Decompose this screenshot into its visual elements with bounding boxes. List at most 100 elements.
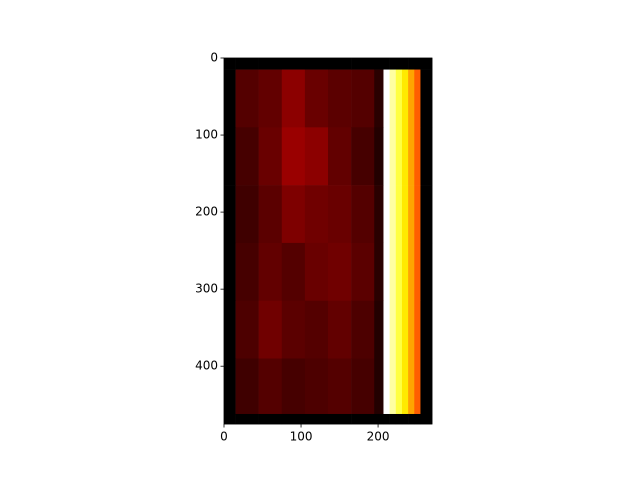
pixel-cell: [420, 127, 433, 186]
pixel-cell: [395, 58, 403, 70]
pixel-cell: [408, 358, 415, 415]
pixel-cell: [304, 127, 329, 186]
pixel-cell: [351, 127, 375, 186]
pixel-cell: [304, 185, 329, 244]
pixel-cell: [224, 127, 236, 186]
pixel-cell: [383, 300, 390, 359]
pixel-cell: [374, 300, 384, 359]
pixel-cell: [281, 58, 306, 70]
pixel-cell: [401, 242, 409, 302]
x-tick-label: 200: [367, 430, 390, 444]
pixel-cell: [414, 413, 421, 425]
pixel-cell: [414, 127, 421, 186]
pixel-cell: [420, 242, 433, 302]
pixel-cell: [304, 242, 329, 302]
pixel-cell: [224, 300, 236, 359]
y-tick-label: 400: [195, 359, 218, 373]
pixel-cell: [235, 358, 259, 415]
pixel-cell: [374, 358, 384, 415]
pixel-cell: [395, 242, 403, 302]
pixel-cell: [374, 127, 384, 186]
pixel-cell: [374, 58, 384, 70]
pixel-cell: [401, 413, 409, 425]
y-tick-label: 300: [195, 282, 218, 296]
pixel-cell: [383, 413, 390, 425]
pixel-cell: [420, 358, 433, 415]
pixel-cell: [420, 69, 433, 128]
pixel-cell: [235, 413, 259, 425]
pixel-cell: [281, 358, 306, 415]
pixel-cell: [304, 358, 329, 415]
pixel-cell: [401, 300, 409, 359]
pixel-cell: [224, 413, 236, 425]
pixel-cell: [408, 127, 415, 186]
pixel-cell: [258, 358, 283, 415]
pixel-cell: [235, 300, 259, 359]
pixel-cell: [351, 242, 375, 302]
pixel-cell: [408, 58, 415, 70]
pixel-cell: [408, 413, 415, 425]
pixel-cell: [328, 358, 352, 415]
pixel-cell: [328, 127, 352, 186]
pixel-cell: [389, 413, 397, 425]
pixel-cell: [383, 358, 390, 415]
x-tick-label: 100: [290, 430, 313, 444]
pixel-cell: [389, 58, 397, 70]
pixel-cell: [304, 300, 329, 359]
pixel-cell: [374, 185, 384, 244]
pixel-cell: [414, 185, 421, 244]
pixel-cell: [351, 69, 375, 128]
pixel-cell: [414, 358, 421, 415]
pixel-cell: [383, 185, 390, 244]
pixel-cell: [395, 358, 403, 415]
pixel-cell: [235, 242, 259, 302]
pixel-cell: [395, 300, 403, 359]
pixel-cell: [281, 69, 306, 128]
pixel-cell: [304, 58, 329, 70]
pixel-cell: [351, 185, 375, 244]
pixel-cell: [420, 185, 433, 244]
pixel-cell: [383, 242, 390, 302]
pixel-cell: [258, 58, 283, 70]
pixel-cell: [258, 185, 283, 244]
pixel-cell: [328, 300, 352, 359]
pixel-cell: [304, 413, 329, 425]
y-tick-label: 0: [210, 51, 218, 65]
pixel-cell: [304, 69, 329, 128]
pixel-cell: [258, 127, 283, 186]
pixel-cell: [414, 300, 421, 359]
pixel-cell: [258, 413, 283, 425]
pixel-cell: [401, 69, 409, 128]
pixel-cell: [374, 242, 384, 302]
pixel-cell: [389, 185, 397, 244]
pixel-cell: [328, 69, 352, 128]
pixel-cell: [235, 58, 259, 70]
pixel-cell: [408, 242, 415, 302]
pixel-cell: [224, 358, 236, 415]
pixel-cell: [328, 413, 352, 425]
pixel-cell: [389, 69, 397, 128]
pixel-cell: [420, 300, 433, 359]
pixel-cell: [383, 58, 390, 70]
pixel-cell: [383, 127, 390, 186]
pixel-cell: [401, 358, 409, 415]
pixel-cell: [389, 242, 397, 302]
pixel-cell: [401, 185, 409, 244]
pixel-cell: [389, 127, 397, 186]
pixel-cell: [401, 58, 409, 70]
pixel-cell: [395, 413, 403, 425]
pixel-cell: [395, 69, 403, 128]
pixel-cell: [351, 413, 375, 425]
axes-frame: [223, 57, 433, 425]
pixel-cell: [408, 69, 415, 128]
pixel-cell: [281, 185, 306, 244]
pixel-cell: [224, 69, 236, 128]
pixel-cell: [414, 58, 421, 70]
pixel-cell: [235, 69, 259, 128]
pixel-cell: [351, 300, 375, 359]
pixel-cell: [281, 242, 306, 302]
y-tick-label: 200: [195, 205, 218, 219]
pixel-cell: [235, 127, 259, 186]
pixel-cell: [401, 127, 409, 186]
